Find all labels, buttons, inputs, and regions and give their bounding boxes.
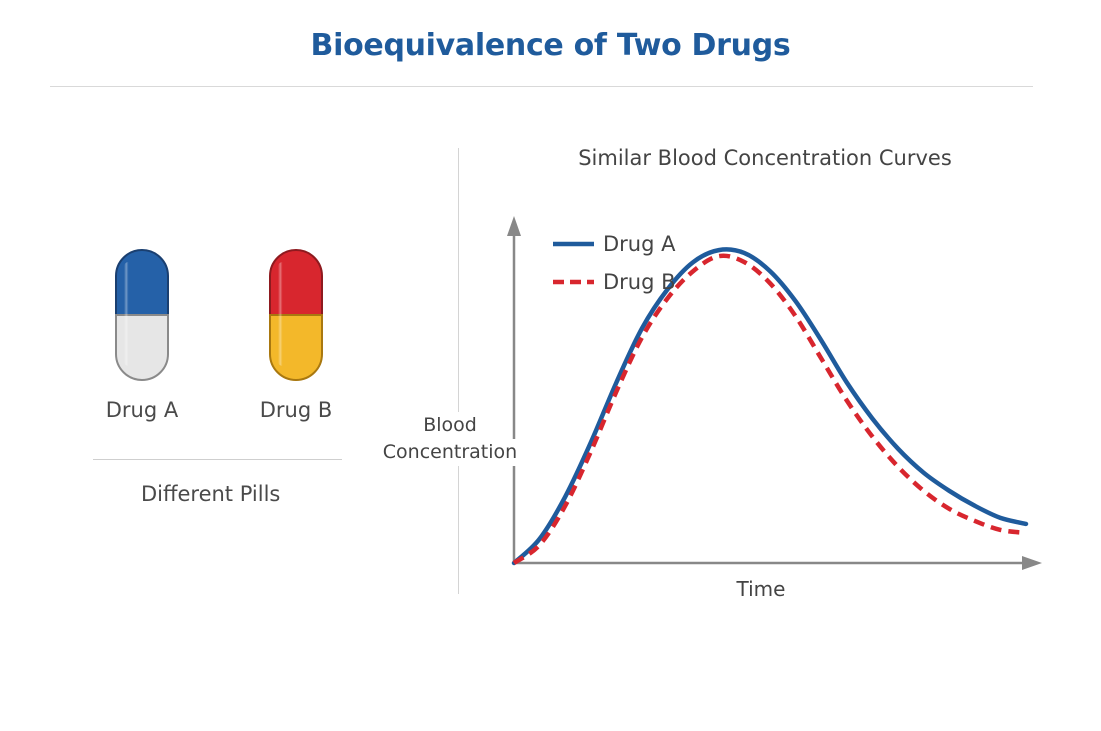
series-line-drug-b [512,253,1027,565]
pills-caption: Different Pills [141,482,281,506]
x-axis-label: Time [736,577,786,601]
y-axis-label: Blood Concentration [360,412,540,466]
pill-label-drug-b: Drug B [259,398,333,422]
y-axis-label-line-1: Blood [421,412,479,439]
pills-divider [93,459,342,460]
capsule-drug-a-icon [114,248,170,382]
title-divider [50,86,1033,87]
y-axis-label-line-2: Concentration [380,439,520,466]
legend-label-drug-a: Drug A [603,232,676,256]
capsule-drug-b-icon [268,248,324,382]
legend-label-drug-b: Drug B [603,270,676,294]
chart-title: Similar Blood Concentration Curves [578,146,952,170]
x-axis-arrow-icon [1022,556,1042,570]
y-axis-arrow-icon [507,216,521,236]
page-title: Bioequivalence of Two Drugs [310,28,791,63]
pill-label-drug-a: Drug A [105,398,179,422]
panel-divider [458,148,459,594]
series-line-drug-a [511,247,1029,566]
